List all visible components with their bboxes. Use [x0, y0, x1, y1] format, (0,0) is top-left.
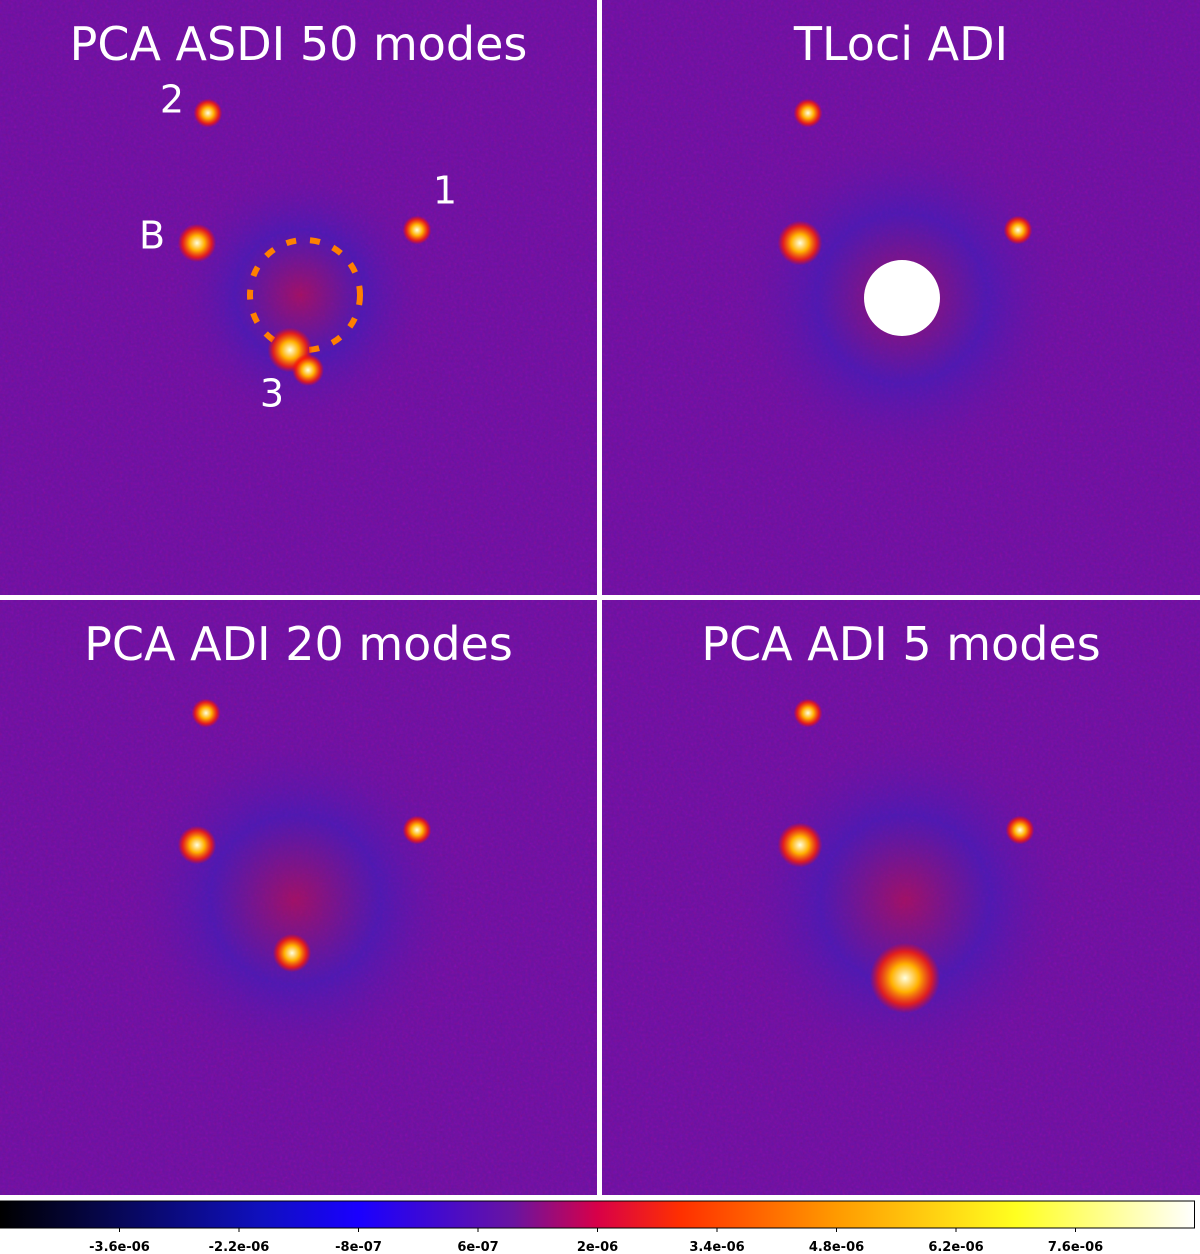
- speckle-ring: [247, 237, 363, 353]
- panel: PCA ASDI 50 modes 2 1 B 3: [0, 0, 597, 595]
- source: [177, 223, 217, 263]
- source: [177, 825, 217, 865]
- panel-title: PCA ADI 5 modes: [701, 617, 1100, 671]
- panel-title: PCA ADI 20 modes: [84, 617, 513, 671]
- colorbar-tick-label: -8e-07: [335, 1240, 382, 1254]
- source: [191, 698, 221, 728]
- source: [402, 815, 432, 845]
- source-label: 2: [160, 78, 184, 122]
- colorbar-tick-label: -2.2e-06: [209, 1240, 270, 1254]
- source: [1005, 815, 1035, 845]
- source: [272, 933, 312, 973]
- colorbar: [0, 1200, 1195, 1229]
- colorbar-tick-label: 3.4e-06: [689, 1240, 744, 1254]
- speckle-halo: [170, 165, 430, 425]
- panel-title: PCA ASDI 50 modes: [70, 17, 528, 71]
- colorbar-tick-label: 4.8e-06: [809, 1240, 864, 1254]
- source: [402, 215, 432, 245]
- speckle-halo: [125, 730, 465, 1070]
- mask: [864, 260, 940, 336]
- colorbar-tick-label: 2e-06: [577, 1240, 618, 1254]
- source: [193, 98, 223, 128]
- colorbar-tick-label: 6.2e-06: [928, 1240, 983, 1254]
- source-label: 3: [260, 372, 284, 416]
- source-label: B: [139, 214, 165, 258]
- panel: PCA ADI 20 modes: [0, 600, 597, 1195]
- source: [1003, 215, 1033, 245]
- source: [793, 698, 823, 728]
- speckle-halo: [735, 730, 1075, 1070]
- colorbar-tick-label: -3.6e-06: [89, 1240, 150, 1254]
- source: [793, 98, 823, 128]
- colorbar-tick-label: 7.6e-06: [1048, 1240, 1103, 1254]
- source: [292, 354, 324, 386]
- panel-title: TLoci ADI: [793, 17, 1008, 71]
- panel: TLoci ADI: [602, 0, 1200, 595]
- source: [777, 822, 823, 868]
- source: [777, 220, 823, 266]
- panel: PCA ADI 5 modes: [602, 600, 1200, 1195]
- source: [869, 942, 941, 1014]
- source-label: 1: [433, 169, 457, 213]
- colorbar-tick-label: 6e-07: [457, 1240, 498, 1254]
